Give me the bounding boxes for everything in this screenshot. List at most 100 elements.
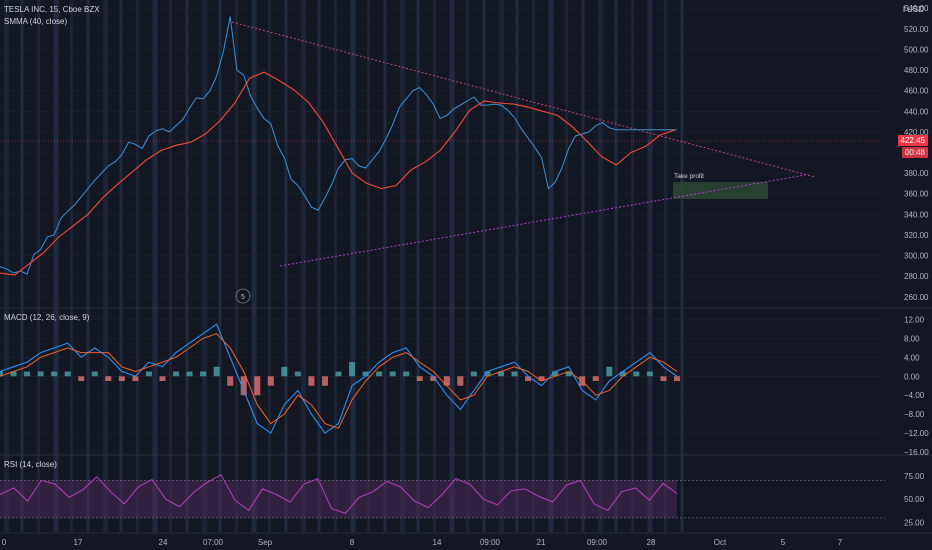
session-band xyxy=(20,0,24,532)
session-band xyxy=(548,0,554,532)
trendlines[interactable] xyxy=(231,21,816,267)
price-tick-label: 300.00 xyxy=(904,252,929,261)
macd-line xyxy=(0,323,678,434)
price-tick-label: 280.00 xyxy=(904,272,929,281)
trendline-1 xyxy=(279,174,806,267)
session-band xyxy=(317,0,321,532)
macd-histogram-bar xyxy=(24,371,31,377)
symbol-legend[interactable]: TESLA INC, 15, Cboe BZX xyxy=(4,5,103,14)
grid-lines xyxy=(0,7,885,298)
rsi-band xyxy=(0,480,677,518)
smma-label: SMMA (40, close) xyxy=(4,17,68,26)
macd-tick-label: 12.00 xyxy=(904,315,925,324)
smma-legend[interactable]: SMMA (40, close) xyxy=(4,17,70,26)
macd-histogram-bar xyxy=(470,371,477,377)
currency-label: USD xyxy=(907,5,924,14)
session-band xyxy=(416,0,420,532)
time-axis-label: 0 xyxy=(2,538,7,547)
rsi-panel[interactable] xyxy=(0,474,885,519)
macd-histogram-bar xyxy=(484,371,491,377)
session-band xyxy=(185,0,189,532)
last-price-badge: 422.45 xyxy=(897,135,928,146)
macd-histogram-bar xyxy=(565,371,572,377)
session-band xyxy=(152,0,158,532)
price-tick-label: 520.00 xyxy=(904,25,929,34)
session-band xyxy=(268,0,271,532)
macd-histogram-bar xyxy=(240,376,247,396)
last-price-value: 422.45 xyxy=(900,136,925,145)
macd-histogram-bar xyxy=(132,376,139,381)
macd-histogram-bar xyxy=(145,371,152,377)
time-axis[interactable]: 0 17 24 07:00 Sep 8 14 09:00 21 09:00 28 Oct 5 7 xyxy=(0,532,932,547)
macd-histogram-bar xyxy=(606,366,613,377)
macd-histogram-bar xyxy=(538,376,545,381)
time-axis-label: 09:00 xyxy=(480,538,501,547)
price-series xyxy=(0,16,885,276)
price-tick-label: 360.00 xyxy=(904,190,929,199)
macd-tick-label: −4.00 xyxy=(904,391,925,400)
rsi-tick-label: 50.00 xyxy=(904,495,925,504)
time-axis-label: 28 xyxy=(647,538,656,547)
price-tick-label: 480.00 xyxy=(904,66,929,75)
session-band xyxy=(565,0,568,532)
time-axis-label: 14 xyxy=(433,538,442,547)
take-profit-box[interactable] xyxy=(673,182,768,199)
rsi-legend[interactable]: RSI (14, close) xyxy=(4,460,60,469)
take-profit-label: Take profit xyxy=(674,173,704,180)
session-band xyxy=(482,0,486,532)
session-band xyxy=(532,0,535,532)
macd-histogram-bar xyxy=(200,371,207,377)
macd-tick-label: 8.00 xyxy=(904,334,920,343)
session-band xyxy=(647,0,653,532)
macd-histogram-bar xyxy=(64,371,71,377)
macd-histogram-bar xyxy=(592,376,599,381)
session-band xyxy=(400,0,405,532)
time-axis-label: 24 xyxy=(159,538,168,547)
session-band xyxy=(515,0,519,532)
time-axis-label: 09:00 xyxy=(587,538,608,547)
session-band xyxy=(631,0,634,532)
rsi-tick-label: 75.00 xyxy=(904,472,925,481)
price-tick-label: 500.00 xyxy=(904,45,929,54)
macd-histogram-bar xyxy=(159,376,166,381)
session-band xyxy=(664,0,667,532)
macd-histogram-bar xyxy=(173,371,180,377)
macd-legend[interactable]: MACD (12, 26, close, 9) xyxy=(4,313,92,322)
macd-tick-label: 4.00 xyxy=(904,353,920,362)
session-band xyxy=(218,0,222,532)
macd-tick-label: 0.00 xyxy=(904,372,920,381)
macd-histogram-bar xyxy=(349,362,356,377)
macd-histogram-bar xyxy=(335,371,342,377)
macd-panel[interactable] xyxy=(0,319,885,453)
time-axis-label: 21 xyxy=(537,538,546,547)
session-band xyxy=(449,0,455,532)
macd-histogram-bar xyxy=(0,371,3,377)
macd-label: MACD (12, 26, close, 9) xyxy=(4,313,90,322)
session-band xyxy=(466,0,469,532)
signal-line xyxy=(0,333,678,429)
rsi-line xyxy=(0,474,678,514)
price-panel[interactable]: Take profit 5 xyxy=(0,16,885,304)
price-tick-label: 420.00 xyxy=(904,128,929,137)
currency-selector[interactable]: l USD xyxy=(903,5,924,14)
macd-histogram-bar xyxy=(443,376,450,386)
price-tick-label: 340.00 xyxy=(904,210,929,219)
rsi-label: RSI (14, close) xyxy=(4,460,57,469)
macd-histogram-bar xyxy=(51,371,58,377)
countdown-value: 00:48 xyxy=(904,148,925,157)
session-bands xyxy=(4,0,684,532)
macd-histogram-bar xyxy=(497,371,504,377)
macd-histogram-bar xyxy=(552,371,559,377)
session-band xyxy=(383,0,387,532)
session-band xyxy=(680,0,684,532)
macd-histogram-bar xyxy=(376,371,383,377)
macd-histogram-bar xyxy=(321,376,328,386)
macd-histogram-bar xyxy=(389,371,396,377)
session-band xyxy=(614,0,618,532)
trendline-0 xyxy=(231,21,816,178)
price-axis[interactable]: 540.00 520.00 500.00 480.00 460.00 440.00 420.… xyxy=(904,4,929,527)
event-marker[interactable] xyxy=(235,288,251,304)
macd-histogram-bar xyxy=(37,371,44,377)
session-band xyxy=(367,0,370,532)
